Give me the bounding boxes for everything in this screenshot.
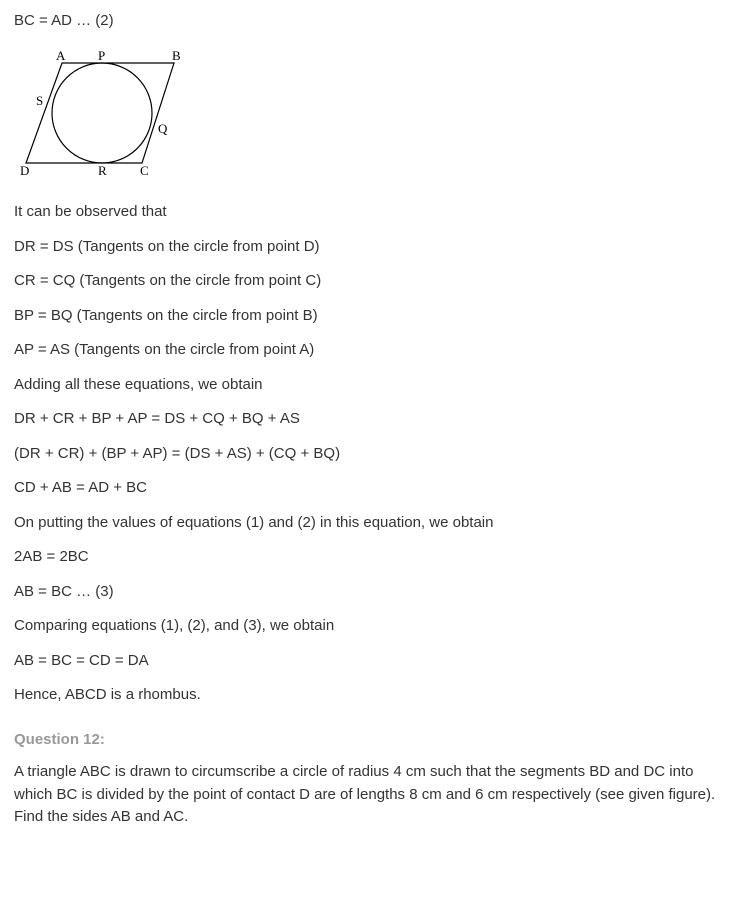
text-line: On putting the values of equations (1) a… [14, 512, 728, 535]
svg-text:S: S [36, 93, 43, 108]
svg-text:D: D [20, 163, 29, 178]
rhombus-svg: A P B S Q D R C [14, 45, 184, 180]
rhombus-figure: A P B S Q D R C [14, 45, 728, 188]
svg-text:B: B [172, 48, 181, 63]
text-line: BP = BQ (Tangents on the circle from poi… [14, 305, 728, 328]
text-line: It can be observed that [14, 201, 728, 224]
text-line: AB = BC … (3) [14, 581, 728, 604]
svg-text:R: R [98, 163, 107, 178]
text-line: 2AB = 2BC [14, 546, 728, 569]
svg-text:P: P [98, 48, 105, 63]
text-line: CR = CQ (Tangents on the circle from poi… [14, 270, 728, 293]
text-line: Adding all these equations, we obtain [14, 374, 728, 397]
equation-line: BC = AD … (2) [14, 10, 728, 33]
svg-text:C: C [140, 163, 149, 178]
question-heading: Question 12: [14, 729, 728, 752]
text-line: Hence, ABCD is a rhombus. [14, 684, 728, 707]
text-line: AB = BC = CD = DA [14, 650, 728, 673]
text-line: Comparing equations (1), (2), and (3), w… [14, 615, 728, 638]
svg-text:A: A [56, 48, 66, 63]
text-line: AP = AS (Tangents on the circle from poi… [14, 339, 728, 362]
question-text: A triangle ABC is drawn to circumscribe … [14, 761, 728, 829]
text-line: CD + AB = AD + BC [14, 477, 728, 500]
text-line: (DR + CR) + (BP + AP) = (DS + AS) + (CQ … [14, 443, 728, 466]
text-line: DR = DS (Tangents on the circle from poi… [14, 236, 728, 259]
svg-text:Q: Q [158, 121, 168, 136]
text-line: DR + CR + BP + AP = DS + CQ + BQ + AS [14, 408, 728, 431]
